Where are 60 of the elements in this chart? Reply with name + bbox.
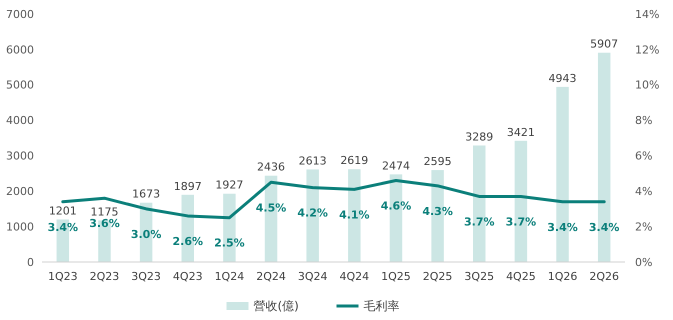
data-label: 1927 — [215, 178, 244, 192]
x-tick-label: 1Q25 — [381, 270, 411, 283]
data-label: 2.5% — [214, 236, 245, 250]
data-label: 1673 — [132, 188, 160, 201]
data-label: 3.4% — [547, 220, 578, 234]
y2-tick-label: 4% — [635, 184, 652, 198]
x-tick-label: 3Q23 — [131, 270, 161, 283]
x-tick-label: 2Q23 — [90, 270, 120, 283]
data-label: 1201 — [48, 204, 77, 218]
x-tick-label: 2Q25 — [422, 270, 452, 283]
data-label: 4.5% — [256, 201, 286, 214]
y-tick-label: 5000 — [6, 78, 34, 92]
data-label: 2595 — [424, 155, 452, 168]
data-label: 2474 — [382, 159, 410, 172]
x-tick-label: 1Q24 — [214, 270, 244, 283]
data-label: 2436 — [257, 160, 286, 174]
legend-label: 營收(億) — [254, 299, 299, 314]
data-label: 2.6% — [172, 234, 204, 248]
data-label: 4.1% — [339, 208, 370, 222]
data-label: 4.3% — [422, 204, 453, 218]
x-tick-label: 2Q26 — [589, 270, 620, 283]
x-tick-label: 4Q24 — [339, 270, 370, 283]
x-tick-label: 1Q23 — [48, 270, 78, 283]
y-tick-label: 3000 — [6, 150, 34, 163]
data-label: 2613 — [298, 154, 327, 168]
x-tick-label: 3Q25 — [464, 270, 494, 283]
data-label: 1175 — [90, 205, 118, 218]
y2-tick-label: 2% — [635, 220, 652, 234]
y2-tick-label: 10% — [635, 78, 660, 92]
data-label: 4.2% — [297, 206, 328, 220]
data-label: 3.7% — [506, 215, 536, 228]
x-tick-label: 4Q23 — [172, 270, 203, 283]
data-label: 3.7% — [464, 215, 495, 228]
data-label: 3.4% — [588, 220, 620, 234]
y2-tick-label: 0% — [635, 256, 652, 269]
data-label: 4.6% — [380, 200, 412, 213]
data-label: 3421 — [506, 126, 535, 139]
data-label: 4943 — [548, 72, 577, 85]
y-tick-label: 6000 — [6, 43, 34, 56]
y2-tick-label: 12% — [635, 43, 660, 56]
data-label: 3.0% — [130, 228, 162, 241]
data-label: 3289 — [465, 130, 494, 144]
x-tick-label: 4Q25 — [506, 270, 536, 283]
x-tick-label: 1Q26 — [548, 270, 578, 283]
data-label: 1897 — [174, 180, 202, 193]
y-tick-label: 0 — [27, 256, 34, 269]
data-label: 2619 — [340, 154, 368, 168]
legend-label: 毛利率 — [364, 299, 400, 314]
y-tick-label: 1000 — [6, 220, 34, 234]
data-label: 3.6% — [89, 217, 120, 230]
y-tick-label: 7000 — [6, 8, 34, 21]
x-tick-label: 3Q24 — [298, 270, 328, 283]
data-label: 3.4% — [48, 220, 78, 234]
y2-tick-label: 8% — [635, 114, 652, 128]
data-label: 5907 — [590, 38, 618, 51]
x-tick-label: 2Q24 — [256, 270, 286, 283]
y2-tick-label: 14% — [635, 8, 660, 21]
y-tick-label: 4000 — [6, 114, 34, 128]
y2-tick-label: 6% — [635, 150, 652, 163]
y-tick-label: 2000 — [6, 184, 34, 198]
